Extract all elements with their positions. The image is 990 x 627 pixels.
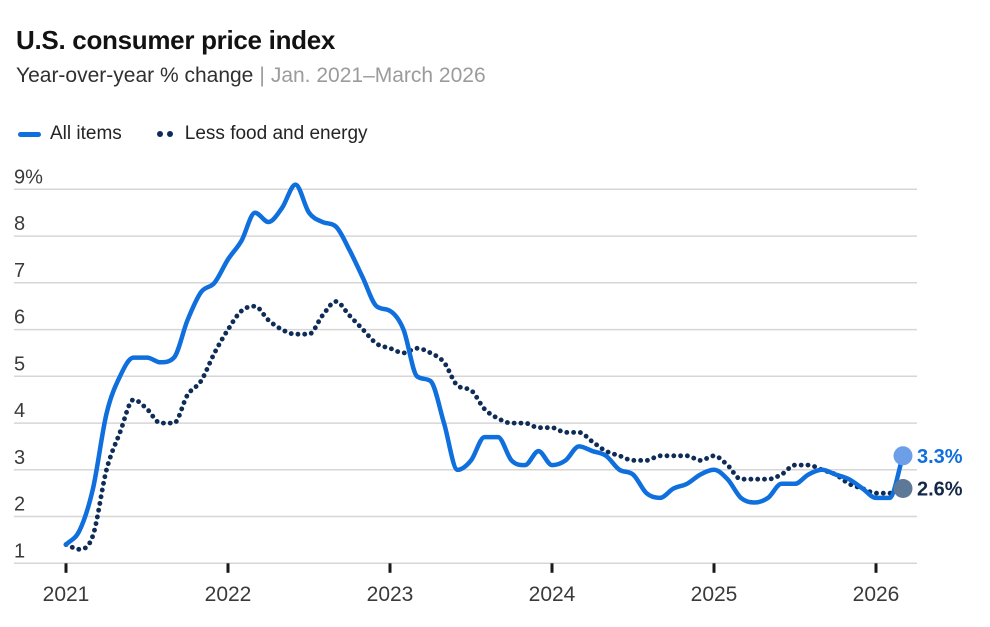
y-axis-label: 1 [14, 540, 25, 562]
legend-label-all-items: All items [50, 123, 122, 144]
y-axis-label: 2 [14, 494, 25, 516]
subtitle-measure: Year-over-year % change [16, 64, 254, 87]
x-axis-label: 2022 [205, 583, 252, 606]
legend-item-less-food-and-energy: Less food and energy [156, 123, 368, 145]
y-axis-label: 4 [14, 400, 25, 422]
legend-label-less-food-and-energy: Less food and energy [184, 123, 368, 144]
series-line-less-food-and-energy [63, 299, 906, 552]
chart-title: U.S. consumer price index [16, 25, 336, 55]
series-line-all-items [63, 182, 906, 547]
legend-item-all-items: All items [18, 123, 122, 145]
y-axis-label: 7 [14, 260, 25, 282]
x-axis-label: 2021 [43, 583, 90, 606]
x-axis-label: 2024 [529, 583, 576, 606]
end-marker-all-items [893, 446, 913, 466]
y-axis-label: 9% [14, 166, 43, 188]
dotted-line-swatch-icon [156, 131, 173, 137]
chart-subtitle: Year-over-year % change | Jan. 2021–March … [16, 63, 486, 89]
y-axis-label: 8 [14, 213, 25, 235]
end-value-label-all-items: 3.3% [917, 446, 963, 468]
subtitle-date-range: Jan. 2021–March 2026 [270, 64, 486, 87]
y-axis-label: 5 [14, 353, 25, 375]
subtitle-separator: | [259, 64, 265, 87]
x-axis-label: 2026 [853, 583, 900, 606]
end-marker-less-food-and-energy [893, 479, 913, 498]
x-axis-label: 2025 [691, 583, 738, 606]
legend: All items Less food and energy [18, 121, 368, 147]
x-axis-label: 2023 [367, 583, 414, 606]
solid-line-swatch-icon [18, 131, 41, 137]
end-value-label-less-food-and-energy: 2.6% [917, 479, 963, 501]
y-axis-label: 3 [14, 447, 25, 469]
y-axis-label: 6 [14, 307, 25, 329]
